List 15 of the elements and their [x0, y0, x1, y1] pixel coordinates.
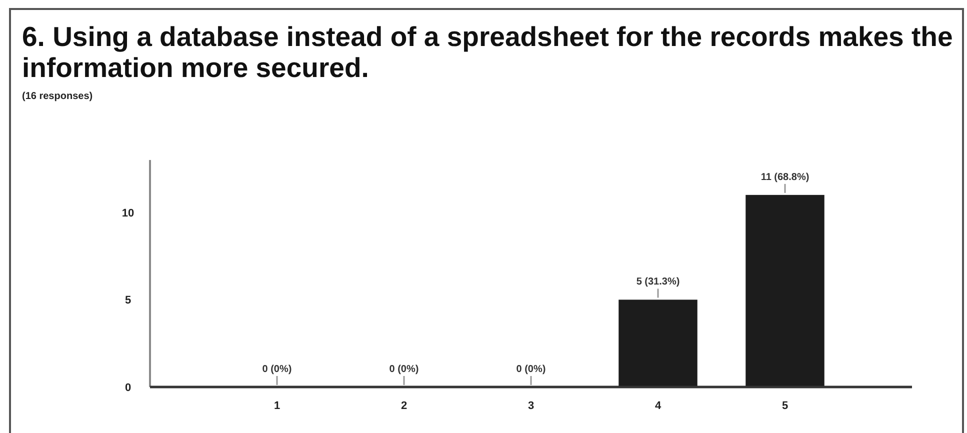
data-label: 11 (68.8%): [760, 172, 810, 183]
data-label: 0 (0%): [262, 364, 292, 375]
data-label: 5 (31.3%): [636, 276, 680, 288]
x-tick-label: 1: [274, 400, 280, 412]
text: (16 responses): [22, 91, 93, 102]
chart-title: 6. Using a database instead of a spreadsheet for the records makes the information more secured.: [22, 21, 953, 83]
data-label: 0 (0%): [389, 364, 419, 375]
data-label: 0 (0%): [516, 364, 546, 375]
x-tick-label: 2: [400, 400, 408, 412]
x-tick-label: 3: [528, 400, 534, 412]
y-tick-label: 5: [124, 294, 132, 307]
x-tick-label: 5: [782, 400, 788, 412]
y-tick-label: 0: [124, 382, 132, 394]
x-tick-label: 4: [654, 400, 662, 412]
y-tick-label: 10: [122, 207, 134, 220]
